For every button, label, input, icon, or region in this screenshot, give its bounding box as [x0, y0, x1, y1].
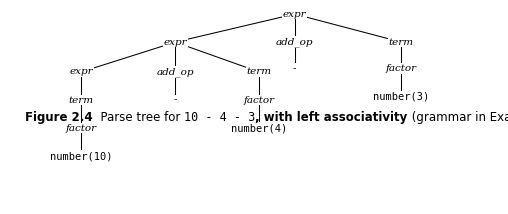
Text: number(3): number(3) [373, 92, 429, 101]
Text: (grammar in Example 2.7).: (grammar in Example 2.7). [407, 111, 508, 124]
Text: factor: factor [386, 64, 417, 73]
Text: factor: factor [66, 124, 97, 133]
Text: expr: expr [283, 10, 306, 19]
Text: add_op: add_op [156, 67, 194, 77]
Text: expr: expr [164, 38, 187, 47]
Text: Parse tree for: Parse tree for [93, 111, 184, 124]
Text: term: term [69, 95, 94, 104]
Text: -: - [174, 95, 177, 104]
Text: expr: expr [70, 67, 93, 76]
Text: factor: factor [243, 95, 275, 104]
Text: number(10): number(10) [50, 151, 113, 161]
Text: term: term [389, 38, 414, 47]
Text: term: term [246, 67, 272, 76]
Text: add_op: add_op [276, 37, 313, 47]
Text: Figure 2.4: Figure 2.4 [25, 111, 93, 124]
Text: , with left associativity: , with left associativity [256, 111, 407, 124]
Text: number(4): number(4) [231, 123, 287, 133]
Text: -: - [293, 64, 296, 73]
Text: 10 - 4 - 3: 10 - 4 - 3 [184, 111, 256, 124]
